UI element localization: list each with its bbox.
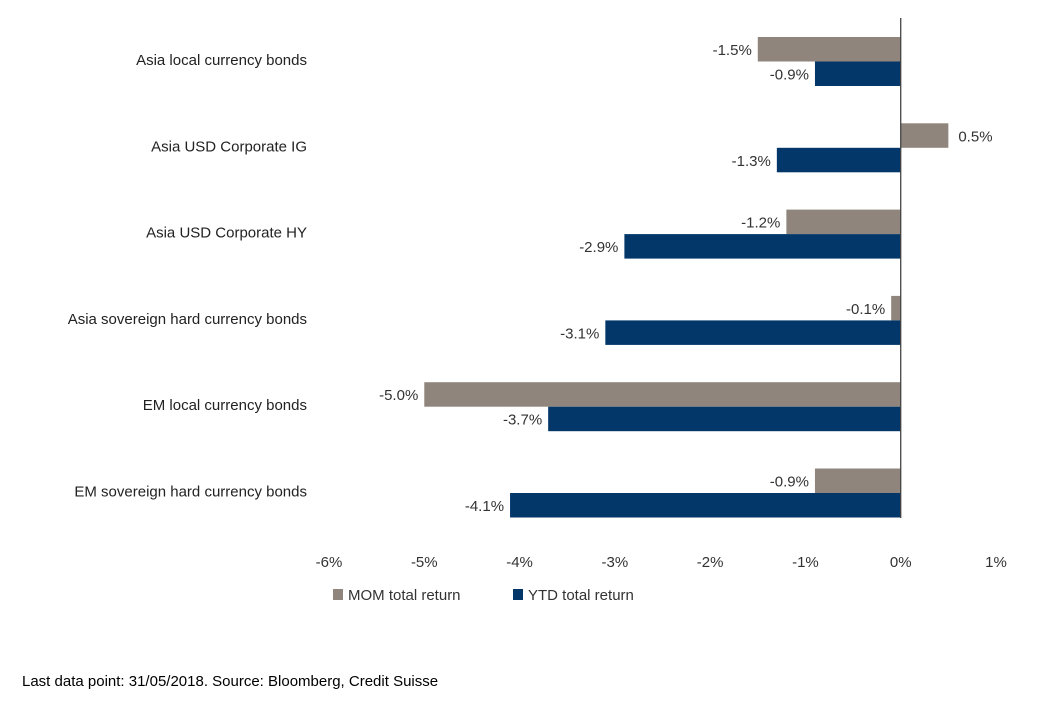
data-label: -0.1%	[846, 301, 885, 318]
legend-swatch-mom	[333, 589, 343, 600]
bar-ytd	[548, 406, 901, 432]
category-label: Asia sovereign hard currency bonds	[68, 311, 307, 328]
bar-mom	[814, 468, 901, 493]
source-footnote: Last data point: 31/05/2018. Source: Blo…	[22, 673, 439, 690]
bar-ytd	[776, 147, 901, 173]
bar-ytd	[605, 320, 901, 345]
data-label: -1.5%	[713, 42, 752, 59]
data-label: -4.1%	[465, 498, 504, 515]
data-label: -1.2%	[741, 215, 780, 232]
bar-mom	[757, 37, 901, 62]
x-tick-label: -3%	[602, 554, 629, 571]
bar-ytd	[814, 61, 901, 86]
category-label: Asia USD Corporate IG	[151, 138, 307, 155]
bar-mom	[786, 209, 901, 235]
category-label: Asia USD Corporate HY	[146, 225, 307, 242]
bar-ytd	[624, 234, 901, 259]
data-label: -5.0%	[379, 387, 418, 404]
x-tick-label: -2%	[697, 554, 724, 571]
data-label: -0.9%	[770, 67, 809, 84]
category-label: EM local currency bonds	[143, 397, 307, 414]
bar-mom	[900, 123, 949, 148]
data-label: -0.9%	[770, 474, 809, 491]
bar-mom	[891, 295, 901, 321]
data-label: -2.9%	[579, 239, 618, 256]
x-tick-label: -4%	[506, 554, 533, 571]
data-label: -3.7%	[503, 412, 542, 429]
legend-label: YTD total return	[528, 587, 634, 604]
data-label: -3.1%	[560, 325, 599, 342]
x-tick-label: 0%	[890, 554, 912, 571]
bar-mom	[424, 382, 901, 407]
x-tick-label: -5%	[411, 554, 438, 571]
data-label: -1.3%	[732, 153, 771, 170]
x-tick-label: -6%	[316, 554, 343, 571]
bar-chart: Asia local currency bonds -1.5% -0.9% Asia …	[68, 18, 1007, 604]
x-tick-label: 1%	[985, 554, 1007, 571]
x-tick-label: -1%	[792, 554, 819, 571]
data-label: 0.5%	[958, 128, 992, 145]
legend-label: MOM total return	[348, 587, 461, 604]
category-label: EM sovereign hard currency bonds	[74, 484, 307, 501]
category-label: Asia local currency bonds	[136, 52, 307, 69]
bar-ytd	[510, 493, 901, 518]
legend-swatch-ytd	[513, 589, 523, 600]
